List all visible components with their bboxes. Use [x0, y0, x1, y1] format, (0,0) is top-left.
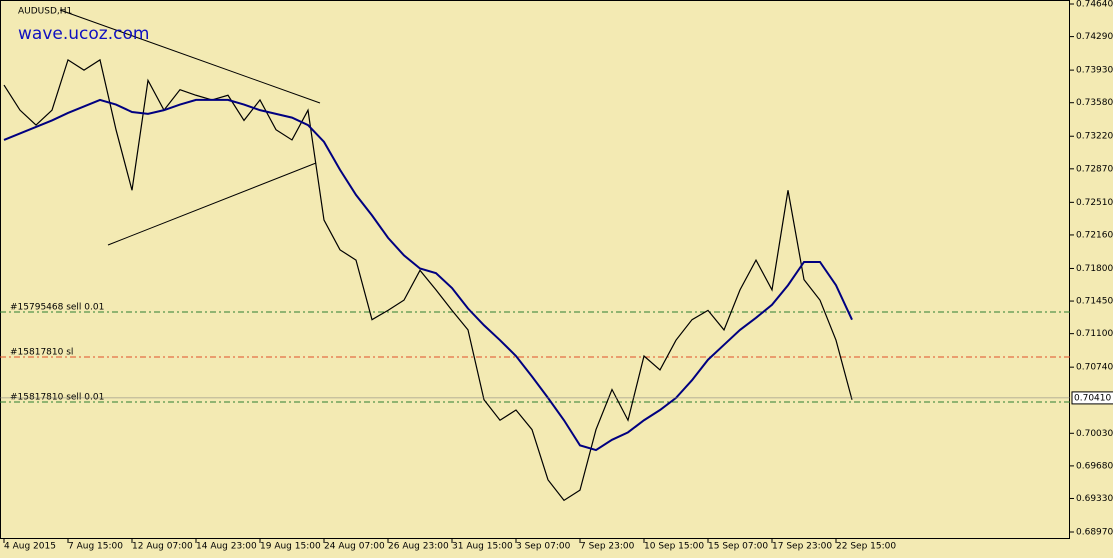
x-tick-label: 26 Aug 23:00 — [388, 542, 449, 552]
y-tick-label: 0.69330 — [1076, 494, 1113, 504]
x-tick-label: 24 Aug 07:00 — [324, 542, 385, 552]
y-tick-label: 0.71450 — [1076, 297, 1113, 307]
y-tick-label: 0.73220 — [1076, 132, 1113, 142]
plot-frame — [0, 0, 1070, 539]
x-tick-label: 7 Sep 23:00 — [580, 542, 635, 552]
last-price-label: 0.70410 — [1074, 393, 1111, 403]
x-tick-label: 12 Aug 07:00 — [132, 542, 193, 552]
y-tick-label: 0.74290 — [1076, 32, 1113, 42]
x-tick-label: 10 Sep 15:00 — [644, 542, 704, 552]
y-tick-label: 0.72510 — [1076, 198, 1113, 208]
watermark: wave.ucoz.com — [18, 24, 149, 44]
y-tick-label: 0.73930 — [1076, 66, 1113, 76]
x-tick-label: 22 Sep 15:00 — [836, 542, 896, 552]
series-line — [3, 58, 853, 502]
x-tick-label: 15 Sep 07:00 — [708, 542, 768, 552]
x-tick-label: 31 Aug 15:00 — [452, 542, 513, 552]
y-tick-label: 0.72160 — [1076, 230, 1113, 240]
symbol-label: AUDUSD,H1 — [18, 7, 72, 17]
y-tick-label: 0.69680 — [1076, 461, 1113, 471]
x-tick-label: 7 Aug 15:00 — [68, 542, 123, 552]
x-tick-label: 4 Aug 2015 — [4, 542, 56, 552]
order-label: #15817810 sell 0.01 — [10, 393, 104, 403]
order-label: #15817810 sl — [10, 348, 73, 358]
trendline — [59, 9, 321, 104]
y-tick-label: 0.73580 — [1076, 98, 1113, 108]
last-price-box — [1071, 391, 1113, 405]
trendline — [107, 162, 317, 246]
y-tick-label: 0.74640 — [1076, 0, 1113, 10]
x-tick-label: 17 Sep 23:00 — [772, 542, 832, 552]
y-tick-label: 0.70030 — [1076, 429, 1113, 439]
y-tick-label: 0.71100 — [1076, 329, 1113, 339]
x-tick-label: 14 Aug 23:00 — [196, 542, 257, 552]
x-tick-label: 3 Sep 07:00 — [516, 542, 571, 552]
y-tick-label: 0.68970 — [1076, 528, 1113, 538]
x-tick-label: 19 Aug 15:00 — [260, 542, 321, 552]
order-label: #15795468 sell 0.01 — [10, 303, 104, 313]
y-tick-label: 0.72870 — [1076, 164, 1113, 174]
y-tick-label: 0.70740 — [1076, 363, 1113, 373]
y-tick-label: 0.71800 — [1076, 264, 1113, 274]
series-line — [3, 98, 853, 452]
